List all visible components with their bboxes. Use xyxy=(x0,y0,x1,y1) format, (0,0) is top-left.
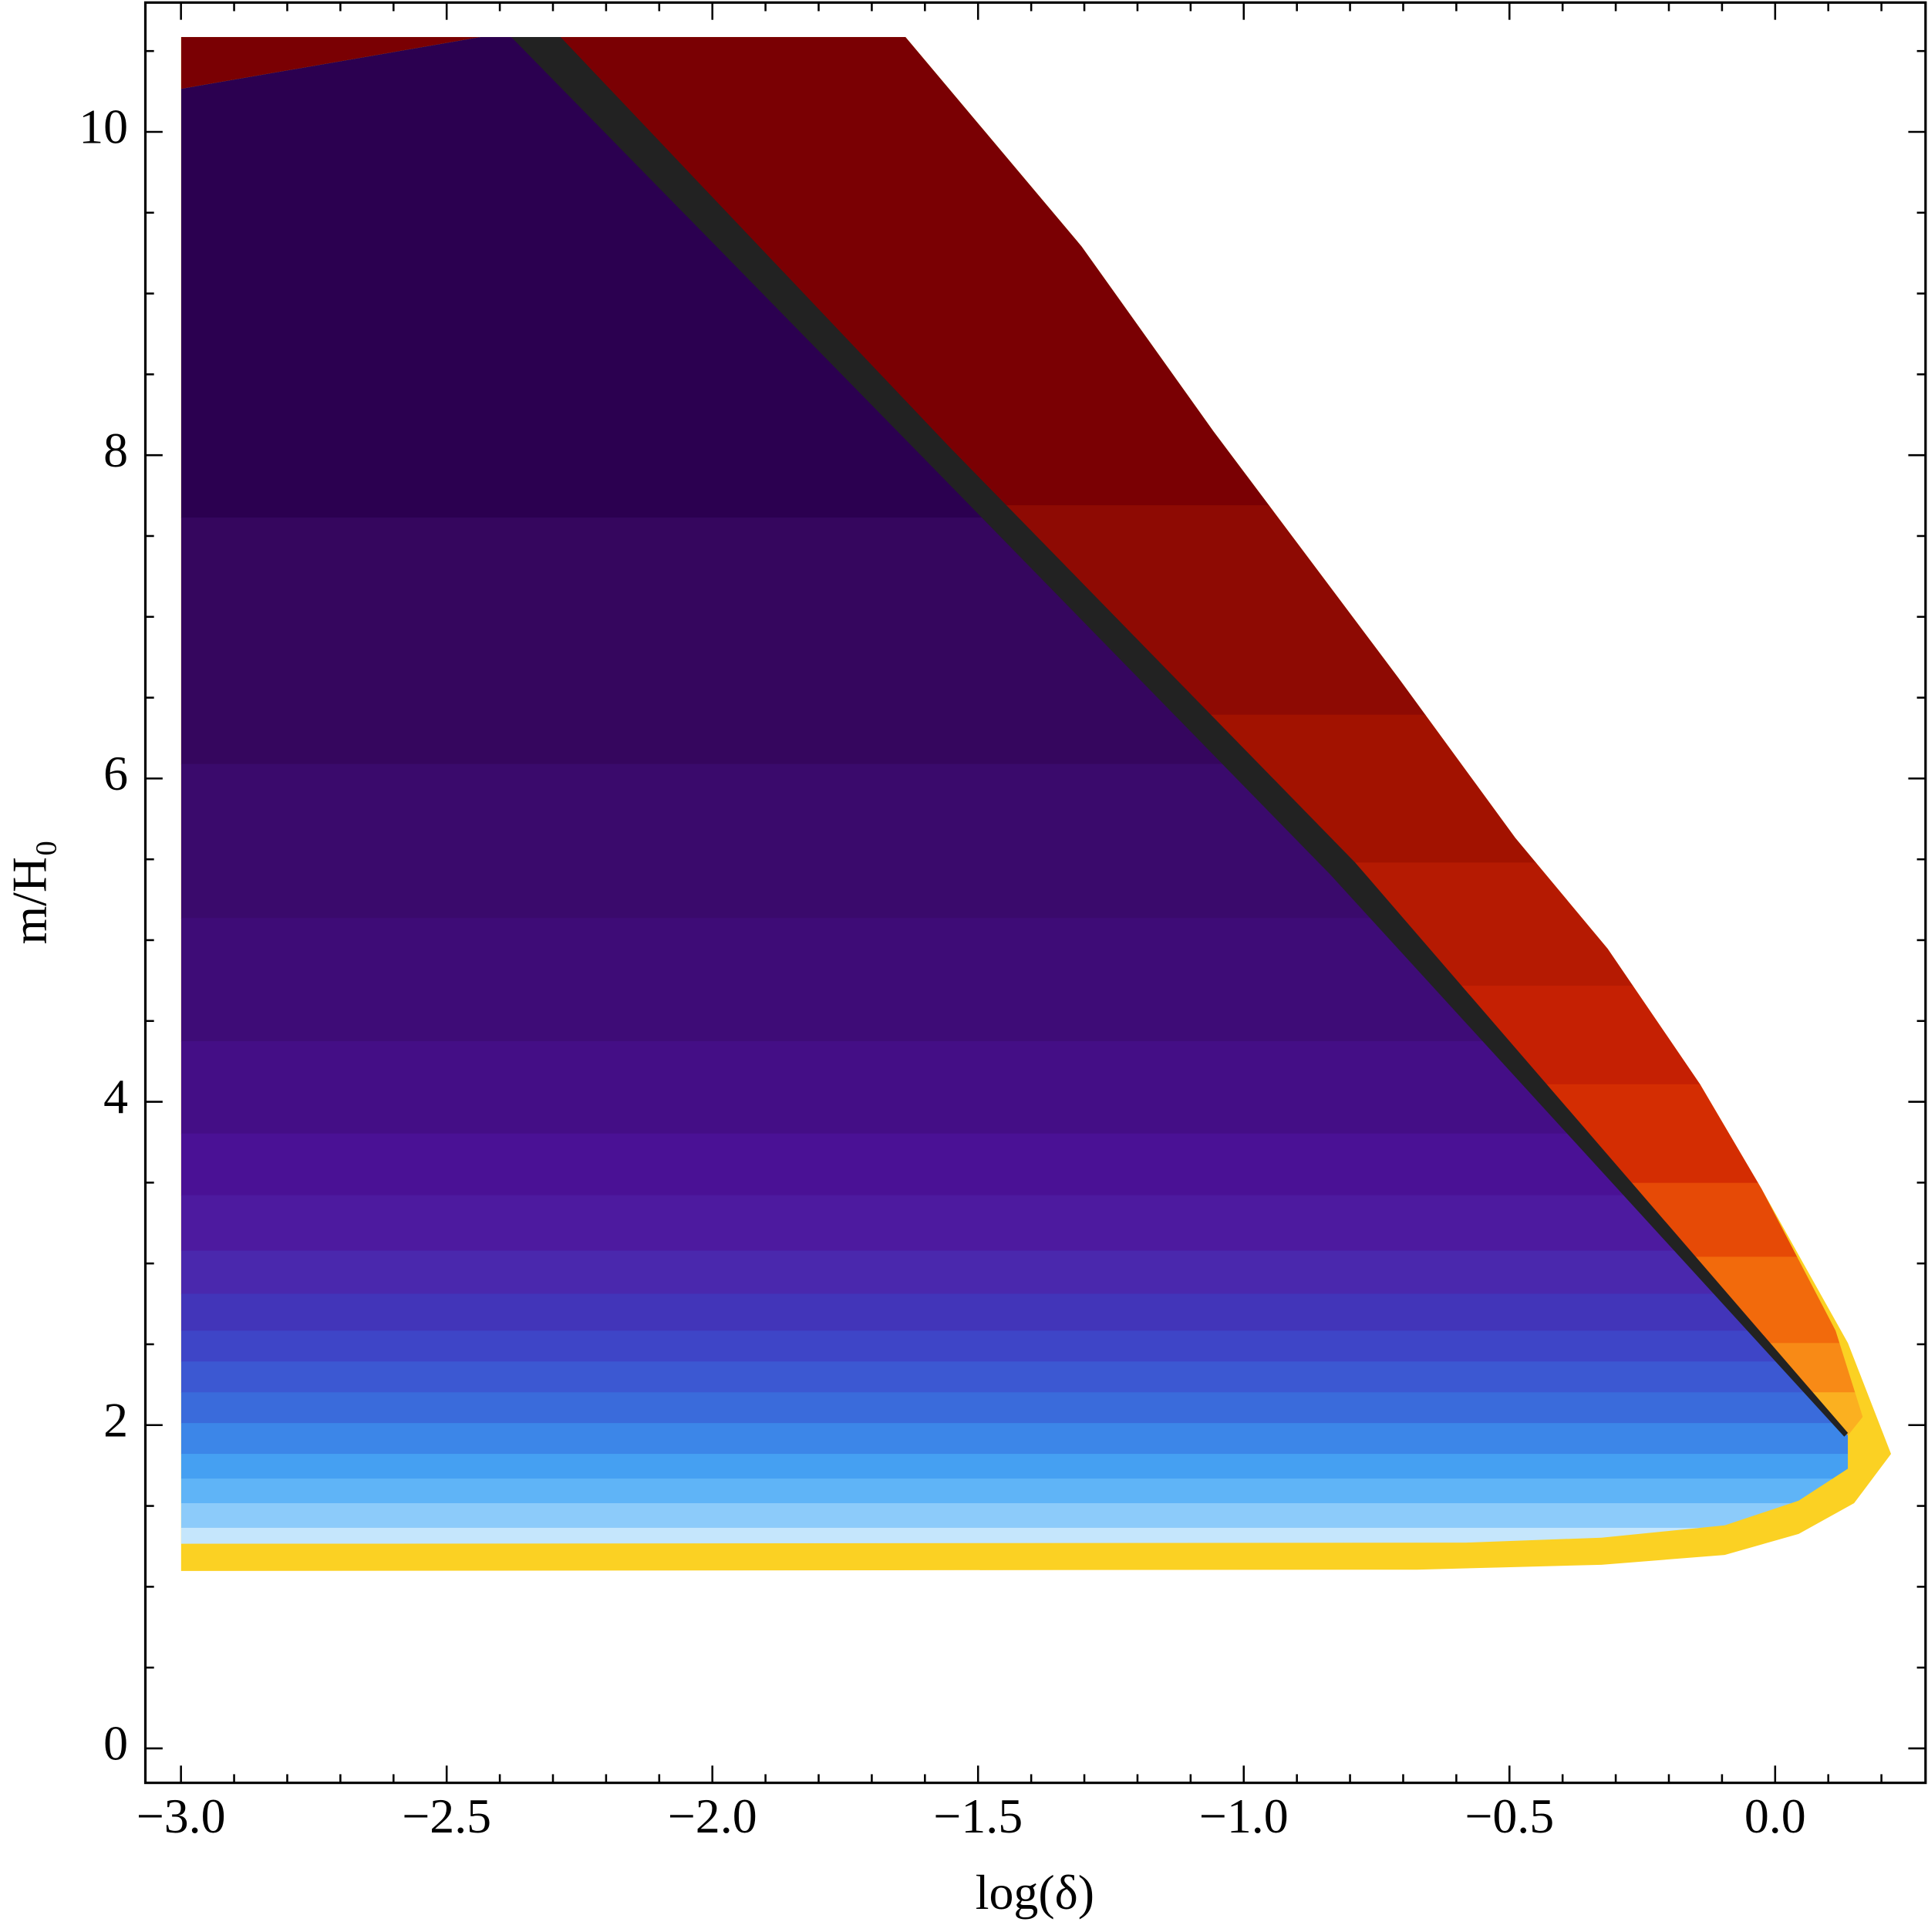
x-tick-label: −2.5 xyxy=(402,1789,491,1843)
contour-band xyxy=(180,918,1849,1042)
x-tick-label: −1.0 xyxy=(1199,1789,1289,1843)
plot-frame xyxy=(143,1,1927,1785)
y-tick-label: 8 xyxy=(103,423,128,477)
contour-band xyxy=(180,1527,1849,1544)
x-tick-label: −1.5 xyxy=(933,1789,1023,1843)
contour-band xyxy=(180,1330,1849,1363)
y-tick-label: 6 xyxy=(103,746,128,801)
contour-band xyxy=(180,1454,1849,1479)
y-tick-label: 10 xyxy=(79,99,128,154)
contour-band xyxy=(180,764,1849,919)
axes: −3.0 −2.5 −2.0 −1.5 −1.0 −0.5 0.0 0 2 4 6 8 10 xyxy=(79,2,1926,1843)
contour-band xyxy=(180,1250,1849,1295)
y-tick-label: 2 xyxy=(103,1392,128,1447)
y-tick-label: 0 xyxy=(103,1716,128,1771)
contour-band xyxy=(180,1195,1849,1252)
contour-band xyxy=(180,1392,1849,1424)
x-axis-label: log(δ) xyxy=(976,1865,1094,1920)
contour-band xyxy=(180,1423,1849,1455)
contour-band xyxy=(180,1361,1849,1394)
contour-band xyxy=(180,1133,1849,1196)
contour-band xyxy=(180,1293,1849,1332)
y-tick-label: 4 xyxy=(103,1069,128,1124)
x-tick-label: −2.0 xyxy=(668,1789,757,1843)
x-tick-label: 0.0 xyxy=(1744,1789,1806,1843)
x-tick-label: −3.0 xyxy=(137,1789,226,1843)
contour-band xyxy=(180,1479,1849,1504)
contour-band xyxy=(180,1502,1849,1529)
y-axis-label: m/H₀ xyxy=(2,840,56,945)
x-tick-label: −0.5 xyxy=(1465,1789,1554,1843)
